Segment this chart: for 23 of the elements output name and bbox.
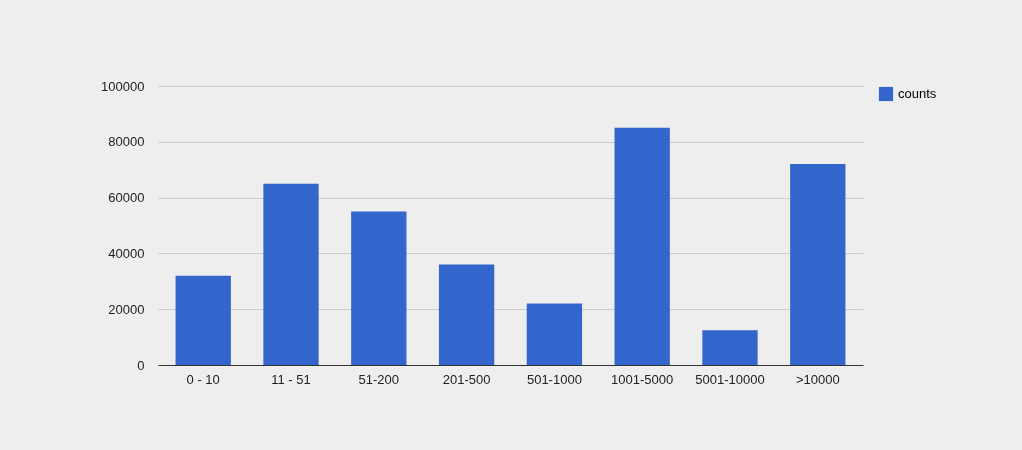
x-tick-label: 501-1000 <box>526 371 582 387</box>
x-tick-label: 1001-5000 <box>611 371 674 387</box>
legend-label: counts <box>898 86 937 101</box>
bar <box>438 264 495 365</box>
bar <box>614 127 670 365</box>
y-tick-label: 60000 <box>108 190 145 206</box>
y-tick-label: 20000 <box>108 301 145 317</box>
bar <box>790 164 846 365</box>
x-tick-label: 0 - 10 <box>186 371 220 387</box>
x-tick-label: >10000 <box>795 371 840 387</box>
bar <box>175 275 231 365</box>
bar <box>526 303 583 365</box>
x-tick-label: 201-500 <box>442 371 491 387</box>
bar <box>351 211 407 365</box>
x-tick-label: 5001-10000 <box>695 371 765 387</box>
y-tick-label: 0 <box>137 357 145 373</box>
bar <box>263 183 319 365</box>
y-tick-label: 40000 <box>108 245 145 261</box>
bar <box>702 330 758 365</box>
x-tick-label: 51-200 <box>358 371 400 387</box>
y-tick-label: 100000 <box>101 78 145 94</box>
x-tick-label: 11 - 51 <box>271 371 311 387</box>
y-tick-label: 80000 <box>108 134 145 150</box>
